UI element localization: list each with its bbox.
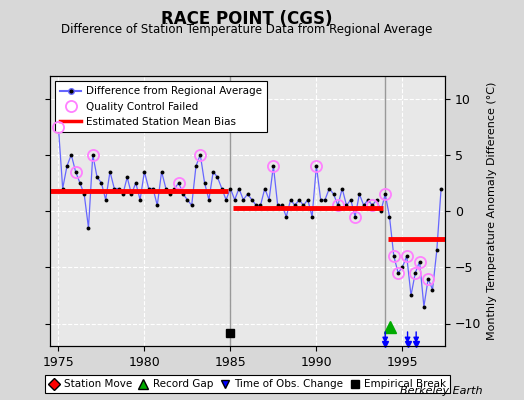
- Legend: Station Move, Record Gap, Time of Obs. Change, Empirical Break: Station Move, Record Gap, Time of Obs. C…: [45, 375, 450, 394]
- Text: Berkeley Earth: Berkeley Earth: [400, 386, 482, 396]
- Text: Difference of Station Temperature Data from Regional Average: Difference of Station Temperature Data f…: [61, 23, 432, 36]
- Text: RACE POINT (CGS): RACE POINT (CGS): [160, 10, 332, 28]
- Y-axis label: Monthly Temperature Anomaly Difference (°C): Monthly Temperature Anomaly Difference (…: [487, 82, 497, 340]
